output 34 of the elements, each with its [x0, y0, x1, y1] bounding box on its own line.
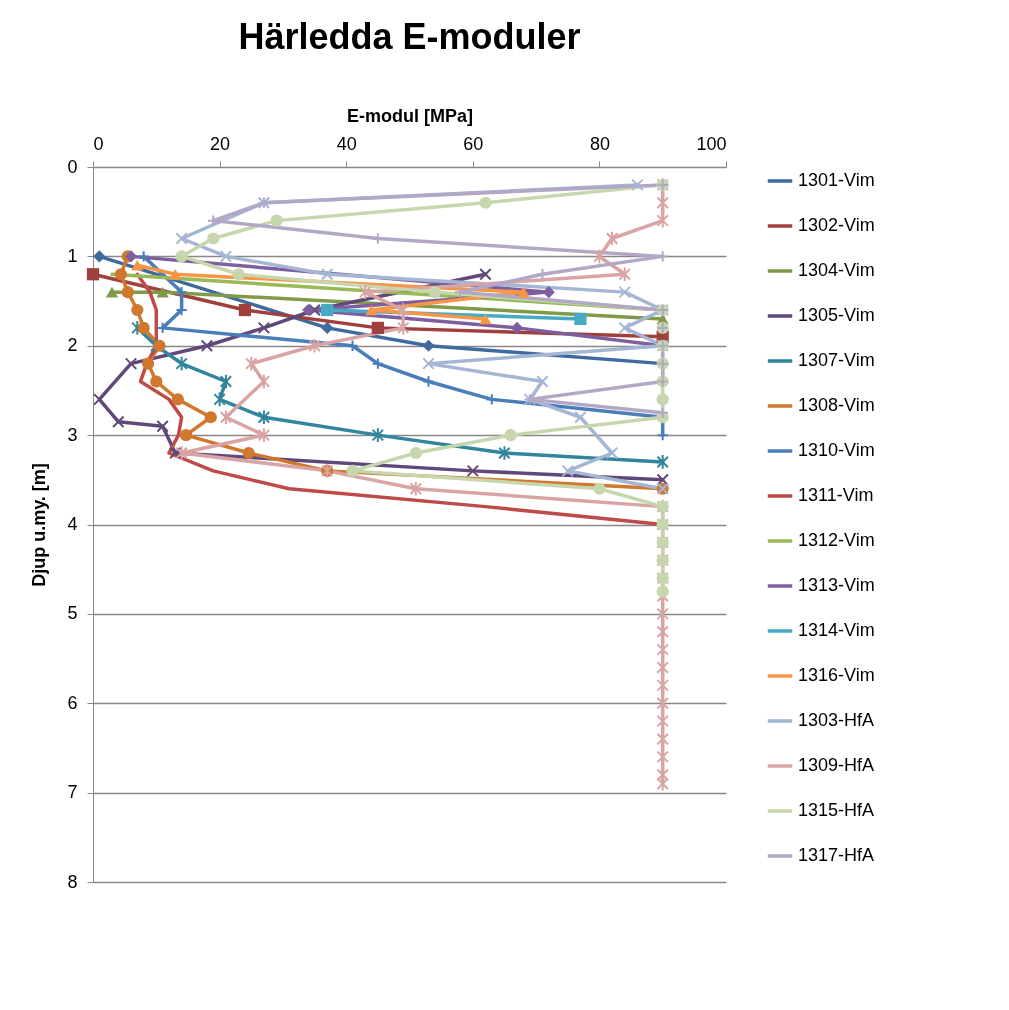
y-tick-label: 2 [67, 335, 78, 356]
chart-title: Härledda E-moduler [238, 16, 581, 57]
y-tick-label: 3 [67, 424, 78, 445]
y-axis-title: Djup u.my. [m] [29, 463, 50, 587]
y-tick-label: 1 [67, 245, 78, 266]
legend-label: 1311-Vim [798, 485, 874, 505]
y-tick-label: 8 [67, 871, 78, 892]
legend-label: 1312-Vim [798, 530, 875, 550]
legend-label: 1302-Vim [798, 215, 875, 235]
x-axis-title: E-modul [MPa] [347, 105, 473, 126]
y-tick-label: 4 [67, 514, 78, 534]
x-tick-label: 20 [210, 133, 231, 154]
legend-label: 1303-HfA [798, 710, 875, 730]
x-tick-label: 40 [336, 133, 357, 154]
legend-label: 1316-Vim [798, 665, 875, 685]
legend-label: 1314-Vim [798, 620, 875, 640]
legend-label: 1305-Vim [798, 305, 875, 325]
legend-label: 1309-HfA [798, 755, 875, 775]
x-tick-label: 80 [589, 133, 610, 154]
legend-label: 1313-Vim [798, 575, 875, 595]
y-tick-label: 7 [67, 782, 78, 803]
legend-label: 1315-HfA [798, 800, 875, 820]
y-tick-label: 5 [67, 603, 78, 624]
x-tick-label: 100 [696, 133, 727, 154]
y-tick-label: 6 [67, 692, 78, 713]
legend-label: 1301-Vim [798, 170, 875, 190]
legend-label: 1307-Vim [798, 350, 875, 370]
legend-label: 1317-HfA [798, 845, 875, 865]
x-tick-label: 60 [463, 133, 484, 154]
x-tick-label: 0 [93, 133, 104, 154]
legend-label: 1308-Vim [798, 395, 875, 415]
y-tick-label: 0 [67, 156, 78, 177]
legend-label: 1304-Vim [798, 260, 875, 280]
legend-label: 1310-Vim [798, 440, 875, 460]
